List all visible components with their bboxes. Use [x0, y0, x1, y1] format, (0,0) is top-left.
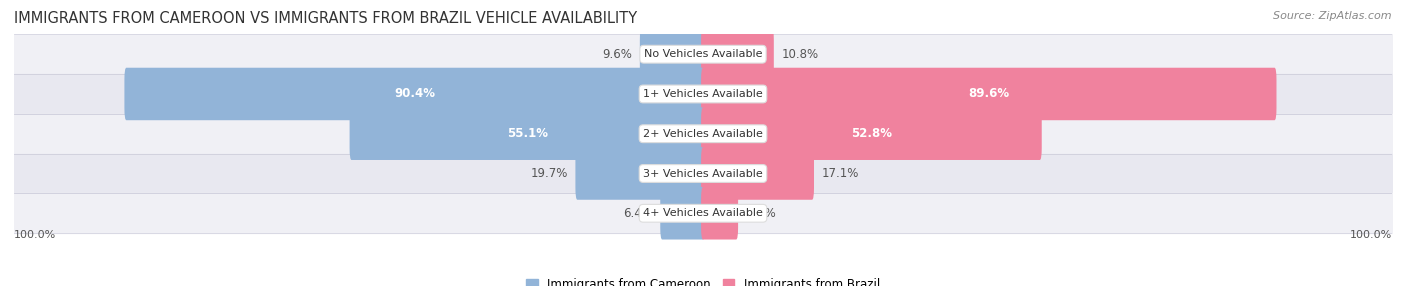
FancyBboxPatch shape	[702, 28, 773, 80]
FancyBboxPatch shape	[350, 108, 704, 160]
FancyBboxPatch shape	[661, 187, 704, 239]
Text: No Vehicles Available: No Vehicles Available	[644, 49, 762, 59]
Text: 89.6%: 89.6%	[969, 88, 1010, 100]
FancyBboxPatch shape	[702, 108, 1042, 160]
Text: 90.4%: 90.4%	[394, 88, 436, 100]
FancyBboxPatch shape	[702, 187, 738, 239]
Legend: Immigrants from Cameroon, Immigrants from Brazil: Immigrants from Cameroon, Immigrants fro…	[522, 273, 884, 286]
Text: Source: ZipAtlas.com: Source: ZipAtlas.com	[1274, 11, 1392, 21]
Text: 1+ Vehicles Available: 1+ Vehicles Available	[643, 89, 763, 99]
Text: 10.8%: 10.8%	[782, 48, 818, 61]
Text: 4+ Vehicles Available: 4+ Vehicles Available	[643, 208, 763, 218]
Text: 3+ Vehicles Available: 3+ Vehicles Available	[643, 168, 763, 178]
Text: 52.8%: 52.8%	[851, 127, 891, 140]
Text: 17.1%: 17.1%	[821, 167, 859, 180]
Text: 5.2%: 5.2%	[745, 207, 776, 220]
Text: 55.1%: 55.1%	[506, 127, 548, 140]
Text: 2+ Vehicles Available: 2+ Vehicles Available	[643, 129, 763, 139]
FancyBboxPatch shape	[575, 147, 704, 200]
FancyBboxPatch shape	[702, 147, 814, 200]
Text: 100.0%: 100.0%	[14, 230, 56, 240]
Text: IMMIGRANTS FROM CAMEROON VS IMMIGRANTS FROM BRAZIL VEHICLE AVAILABILITY: IMMIGRANTS FROM CAMEROON VS IMMIGRANTS F…	[14, 11, 637, 26]
Text: 6.4%: 6.4%	[623, 207, 652, 220]
FancyBboxPatch shape	[640, 28, 704, 80]
FancyBboxPatch shape	[702, 68, 1277, 120]
Text: 9.6%: 9.6%	[602, 48, 633, 61]
Text: 19.7%: 19.7%	[530, 167, 568, 180]
FancyBboxPatch shape	[124, 68, 704, 120]
Text: 100.0%: 100.0%	[1350, 230, 1392, 240]
